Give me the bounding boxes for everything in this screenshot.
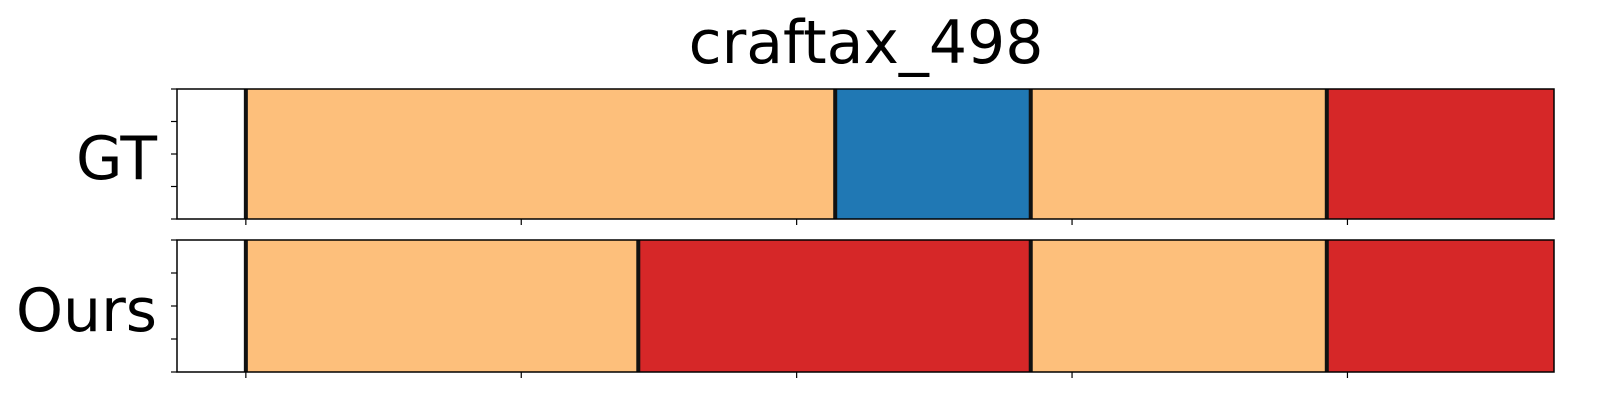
- row-label-ours: Ours: [16, 276, 157, 346]
- segment-gt-0: [245, 89, 836, 219]
- segment-ours-0: [245, 240, 639, 372]
- segment-gt-1: [835, 89, 1031, 219]
- segment-gt-3: [1326, 89, 1554, 219]
- chart-title: craftax_498: [689, 8, 1044, 78]
- rows-layer: GT Ours: [16, 88, 1555, 378]
- segment-ours-1: [638, 240, 1031, 372]
- row-ours: Ours: [16, 239, 1555, 378]
- row-gt: GT: [76, 88, 1555, 225]
- segment-ours-2: [1030, 240, 1327, 372]
- segment-gt-2: [1030, 89, 1327, 219]
- segment-ours-3: [1326, 240, 1554, 372]
- row-label-gt: GT: [76, 124, 157, 194]
